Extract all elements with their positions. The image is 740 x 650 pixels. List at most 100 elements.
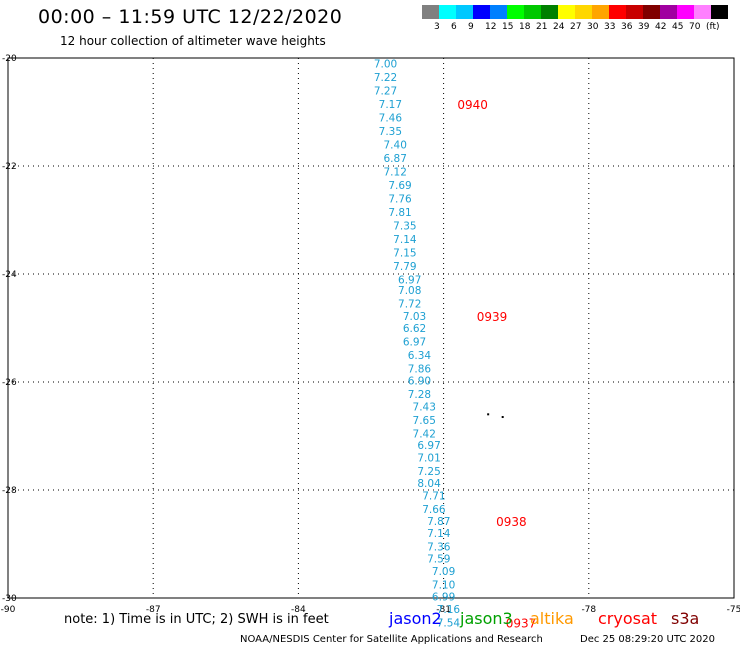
color-scale-label: 6: [451, 22, 457, 32]
wave-height-label: 7.25: [417, 466, 440, 478]
longitude-tick-label: -87: [146, 605, 161, 615]
pass-time-label: 0937: [506, 616, 537, 630]
wave-height-label: 7.01: [417, 453, 440, 465]
wave-height-label: 7.79: [393, 261, 416, 273]
wave-height-label: 7.35: [379, 126, 402, 138]
wave-height-label: 7.00: [374, 58, 397, 70]
note-text: note: 1) Time is in UTC; 2) SWH is in fe…: [64, 612, 329, 627]
color-swatch: [541, 5, 558, 19]
color-scale-label: 70: [689, 22, 701, 32]
color-scale-label: 24: [553, 22, 565, 32]
latitude-tick-label: -24: [2, 270, 17, 280]
color-scale-label: 9: [468, 22, 474, 32]
color-swatch: [711, 5, 728, 19]
longitude-tick-label: -84: [291, 605, 306, 615]
wave-height-label: 7.03: [403, 311, 426, 323]
wave-height-label: 7.42: [413, 428, 436, 440]
wave-height-label: 7.71: [422, 490, 445, 502]
pass-time-label: 0939: [477, 310, 508, 324]
wave-height-label: 7.35: [393, 220, 416, 232]
wave-height-label: 7.36: [427, 542, 451, 554]
satellite-legend-item: cryosat: [598, 609, 658, 628]
wave-height-label: 7.46: [379, 112, 403, 124]
color-scale-label: 3: [434, 22, 440, 32]
wave-height-label: 6.97: [398, 274, 421, 286]
wave-height-label: 6.97: [403, 337, 426, 349]
longitude-tick-label: -75: [727, 605, 740, 615]
color-scale-label: 36: [621, 22, 633, 32]
color-swatch: [677, 5, 694, 19]
color-swatch: [558, 5, 575, 19]
color-scale-label: 39: [638, 22, 650, 32]
color-swatch: [592, 5, 609, 19]
latitude-tick-label: -28: [2, 486, 17, 496]
longitude-tick-label: -90: [1, 605, 16, 615]
wave-height-label: 6.99: [432, 591, 455, 603]
color-scale-label: 12: [485, 22, 497, 32]
wave-height-label: 7.87: [427, 516, 450, 528]
pass-time-label: 0940: [457, 98, 488, 112]
wave-height-label: 7.10: [432, 580, 455, 592]
wave-height-label: 7.76: [388, 193, 412, 205]
color-scale-bar: [422, 5, 728, 19]
wave-height-label: 7.17: [379, 99, 402, 111]
longitude-tick-label: -78: [581, 605, 596, 615]
color-swatch: [439, 5, 456, 19]
wave-height-label: 6.87: [384, 153, 407, 165]
color-swatch: [490, 5, 507, 19]
island-marker: [501, 416, 504, 419]
wave-height-label: 7.59: [427, 554, 450, 566]
color-swatch: [609, 5, 626, 19]
wave-height-label: 7.27: [374, 85, 397, 97]
color-swatch: [643, 5, 660, 19]
map-title: 00:00 – 11:59 UTC 12/22/2020: [38, 6, 343, 28]
color-swatch: [694, 5, 711, 19]
satellite-legend-item: s3a: [671, 609, 700, 628]
color-swatch: [456, 5, 473, 19]
color-scale-label: 30: [587, 22, 599, 32]
wave-height-label: 7.72: [398, 299, 421, 311]
longitude-tick-label: -81: [436, 605, 451, 615]
color-scale-label: 45: [672, 22, 684, 32]
map-subtitle: 12 hour collection of altimeter wave hei…: [60, 34, 326, 48]
color-swatch: [660, 5, 677, 19]
wave-height-label: 6.62: [403, 323, 426, 335]
timestamp-text: Dec 25 08:29:20 UTC 2020: [580, 634, 715, 645]
wave-height-label: 7.66: [422, 504, 446, 516]
wave-height-label: 7.22: [374, 72, 397, 84]
map-frame: [7, 57, 735, 599]
latitude-tick-label: -22: [2, 162, 17, 172]
wave-height-label: 7.65: [413, 415, 436, 427]
color-scale-label: 27: [570, 22, 582, 32]
wave-height-label: 7.14: [427, 528, 451, 540]
satellite-legend-item: jason2: [389, 609, 442, 628]
color-swatch: [524, 5, 541, 19]
color-scale-label: 42: [655, 22, 667, 32]
color-swatch: [626, 5, 643, 19]
latitude-tick-label: -20: [2, 54, 17, 64]
color-swatch: [507, 5, 524, 19]
color-swatch: [422, 5, 439, 19]
wave-height-label: 6.97: [417, 440, 440, 452]
wave-height-label: 6.90: [408, 375, 431, 387]
satellite-legend-item: jason3: [460, 609, 513, 628]
wave-height-label: 7.43: [413, 401, 436, 413]
color-scale-label: 21: [536, 22, 548, 32]
satellite-legend-item: altika: [530, 609, 574, 628]
wave-height-label: 7.14: [393, 234, 417, 246]
wave-height-label: 7.28: [408, 389, 431, 401]
color-scale-label: 33: [604, 22, 616, 32]
wave-height-label: 7.54: [437, 617, 461, 629]
credit-text: NOAA/NESDIS Center for Satellite Applica…: [240, 634, 543, 645]
island-marker: [487, 413, 490, 416]
latitude-tick-label: -30: [2, 594, 17, 604]
wave-height-label: 7.09: [432, 566, 455, 578]
wave-height-label: 7.08: [398, 285, 421, 297]
color-scale-labels: 3 6 9 12 15 18 21 24 27 30 33 36 39 42 45 70 (ft): [422, 22, 740, 34]
color-scale-label: (ft): [706, 22, 720, 32]
wave-height-label: 7.12: [384, 166, 407, 178]
color-scale-label: 18: [519, 22, 531, 32]
latitude-tick-label: -26: [2, 378, 17, 388]
wave-height-label: 7.40: [384, 139, 407, 151]
color-swatch: [473, 5, 490, 19]
